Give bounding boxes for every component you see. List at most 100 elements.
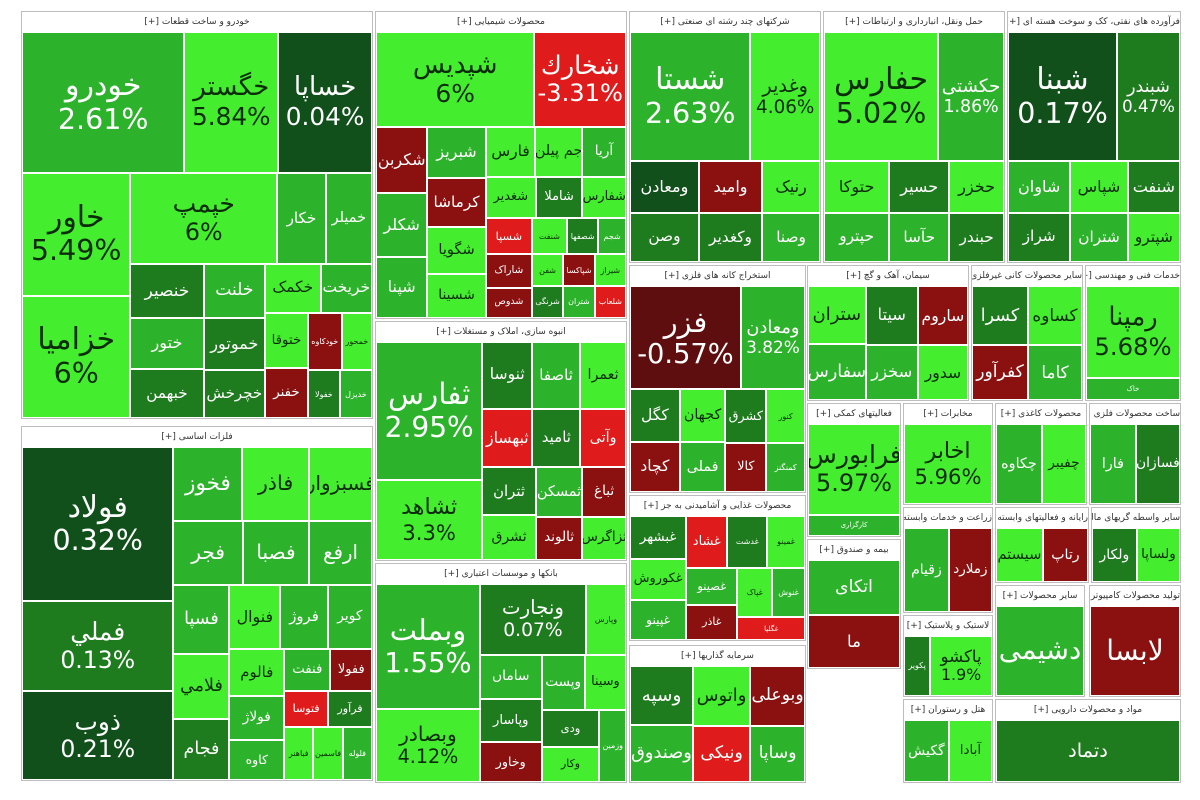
tile-فولاد[interactable]: فولاد 0.32% bbox=[22, 447, 174, 602]
tile-گکيش[interactable]: گکيش bbox=[904, 720, 949, 782]
tile-ما[interactable]: ما bbox=[808, 615, 900, 668]
tile-ففولا[interactable]: ففولا bbox=[330, 648, 372, 692]
tile-لابسا[interactable]: لابسا bbox=[1090, 606, 1180, 696]
sector-header[interactable]: سایر محصولات کانی غیرفلزی [+] bbox=[972, 266, 1082, 286]
tile-شبندر[interactable]: شبندر 0.47% bbox=[1117, 32, 1180, 162]
tile-حپترو[interactable]: حپترو bbox=[824, 212, 890, 262]
tile-جم-پيلن[interactable]: جم پيلن bbox=[535, 126, 582, 177]
tile-کجهان[interactable]: کجهان bbox=[679, 389, 726, 442]
sector-header[interactable]: استخراج کانه های فلزی [+] bbox=[630, 266, 805, 286]
tile-رتاپ[interactable]: رتاپ bbox=[1042, 528, 1088, 582]
tile-زقيام[interactable]: زقيام bbox=[904, 528, 949, 612]
tile-غپاک[interactable]: غپاک bbox=[737, 568, 773, 618]
sector-header[interactable]: بانکها و موسسات اعتباری [+] bbox=[376, 564, 626, 584]
tile-چکاوه[interactable]: چکاوه bbox=[996, 424, 1042, 504]
tile-فولاژ[interactable]: فولاژ bbox=[229, 696, 285, 741]
tile-غمینو[interactable]: غمینو bbox=[767, 516, 805, 569]
tile-خپمپ[interactable]: خپمپ 6% bbox=[130, 173, 278, 264]
tile-ومعادن[interactable]: ومعادن bbox=[630, 161, 699, 213]
tile-ثنوسا[interactable]: ثنوسا bbox=[482, 342, 533, 409]
tile-کاوه[interactable]: کاوه bbox=[229, 740, 285, 780]
tile-وصنا[interactable]: وصنا bbox=[762, 212, 820, 262]
tile-فسازان[interactable]: فسازان bbox=[1135, 424, 1180, 504]
tile-اخابر[interactable]: اخابر 5.96% bbox=[904, 424, 992, 504]
sector-header[interactable]: مواد و محصولات دارویی [+] bbox=[996, 700, 1180, 720]
tile-آریا[interactable]: آریا bbox=[581, 126, 626, 177]
tile-ذوب[interactable]: ذوب 0.21% bbox=[22, 690, 174, 780]
tile-خکار[interactable]: خکار bbox=[277, 173, 326, 264]
tile-کشرق[interactable]: کشرق bbox=[725, 389, 767, 444]
tile-حآسا[interactable]: حآسا bbox=[889, 212, 950, 262]
sector-header[interactable]: سایر واسطه گریهای مالی [+] bbox=[1092, 508, 1180, 528]
tile-شخارك[interactable]: شخارك -3.31% bbox=[534, 32, 626, 127]
tile-فروژ[interactable]: فروژ bbox=[280, 585, 328, 649]
tile-فخوز[interactable]: فخوز bbox=[173, 447, 243, 521]
tile-وبملت[interactable]: وبملت 1.55% bbox=[376, 584, 480, 710]
tile-حبندر[interactable]: حبندر bbox=[949, 212, 1004, 262]
tile-فرآور[interactable]: فرآور bbox=[328, 691, 372, 727]
sector-header[interactable]: سیمان، آهک و گچ [+] bbox=[808, 266, 968, 286]
tile-حسیر[interactable]: حسیر bbox=[889, 161, 950, 213]
sector-header[interactable]: رایانه و فعالیتهای وابسته [+] bbox=[996, 508, 1088, 528]
tile-ثزاگرس[interactable]: ثزاگرس bbox=[582, 516, 626, 560]
sector-header[interactable]: زراعت و خدمات وابسته [+] bbox=[904, 508, 992, 528]
tile-آبادا[interactable]: آبادا bbox=[948, 720, 992, 782]
tile-ثفارس[interactable]: ثفارس 2.95% bbox=[376, 342, 483, 481]
tile-شتران[interactable]: شتران bbox=[1070, 212, 1128, 262]
tile-شیراز[interactable]: شیراز bbox=[594, 254, 626, 287]
tile-ثتران[interactable]: ثتران bbox=[482, 467, 536, 515]
sector-header[interactable]: خودرو و ساخت قطعات [+] bbox=[22, 12, 372, 32]
tile-خمحور[interactable]: خمحور bbox=[341, 313, 372, 371]
tile-فتوسا[interactable]: فتوسا bbox=[284, 691, 329, 727]
tile-غگلپا[interactable]: غگلپا bbox=[737, 617, 805, 640]
tile-ثبهساز[interactable]: ثبهساز bbox=[482, 408, 533, 468]
tile-فارا[interactable]: فارا bbox=[1090, 424, 1136, 504]
tile-غپینو[interactable]: غپینو bbox=[630, 600, 687, 640]
sector-header[interactable]: سایر محصولات [+] bbox=[996, 586, 1084, 606]
tile-شاملا[interactable]: شاملا bbox=[535, 176, 583, 219]
tile-خمیلر[interactable]: خمیلر bbox=[325, 173, 372, 264]
tile-ولکار[interactable]: ولکار bbox=[1092, 528, 1137, 582]
tile-فزر[interactable]: فزر -0.57% bbox=[630, 286, 741, 390]
tile-ستران[interactable]: ستران bbox=[808, 286, 866, 345]
tile-فالوم[interactable]: فالوم bbox=[229, 648, 285, 697]
tile-وزمين[interactable]: وزمين bbox=[599, 709, 626, 782]
tile-کساوه[interactable]: کساوه bbox=[1028, 286, 1082, 346]
tile-شپاس[interactable]: شپاس bbox=[1070, 161, 1128, 213]
tile-وپاسار[interactable]: وپاسار bbox=[479, 699, 542, 742]
tile-فباهنر[interactable]: فباهنر bbox=[284, 726, 314, 780]
tile-وسینا[interactable]: وسینا bbox=[584, 655, 626, 710]
tile-واتوس[interactable]: واتوس bbox=[693, 666, 751, 727]
sector-header[interactable]: تولید محصولات کامپیوتری [+] bbox=[1090, 586, 1180, 606]
tile-سفارس[interactable]: سفارس bbox=[808, 344, 866, 400]
tile-چفیبر[interactable]: چفیبر bbox=[1041, 424, 1086, 504]
tile-کالا[interactable]: کالا bbox=[725, 443, 767, 492]
tile-ومعادن[interactable]: ومعادن 3.82% bbox=[740, 286, 805, 390]
tile-وکار[interactable]: وکار bbox=[541, 746, 600, 782]
tile-وکغدیر[interactable]: وکغدیر bbox=[698, 212, 763, 262]
tile-غکوروش[interactable]: غکوروش bbox=[630, 558, 687, 601]
tile-فنفت[interactable]: فنفت bbox=[284, 648, 331, 692]
tile-غصینو[interactable]: غصینو bbox=[686, 568, 738, 605]
tile-شرنگی[interactable]: شرنگی bbox=[531, 286, 564, 318]
tile-شدوص[interactable]: شدوص bbox=[485, 287, 532, 318]
tile-ونیکی[interactable]: ونیکی bbox=[693, 726, 751, 782]
sector-header[interactable]: فلزات اساسی [+] bbox=[22, 427, 372, 447]
tile-پکویر[interactable]: پکویر bbox=[904, 636, 931, 696]
tile-وخاور[interactable]: وخاور bbox=[479, 741, 542, 782]
tile-خکمک[interactable]: خکمک bbox=[265, 263, 321, 314]
tile-وسپه[interactable]: وسپه bbox=[630, 666, 693, 726]
tile-شبنا[interactable]: شبنا 0.17% bbox=[1008, 32, 1117, 162]
tile-خدیزل[interactable]: خدیزل bbox=[339, 370, 372, 418]
tile-رمپنا[interactable]: رمپنا 5.68% bbox=[1086, 286, 1180, 379]
tile-سدور[interactable]: سدور bbox=[917, 345, 968, 400]
tile-شسینا[interactable]: شسینا bbox=[427, 273, 486, 318]
tile-شگویا[interactable]: شگویا bbox=[427, 226, 486, 274]
tile-غشاد[interactable]: غشاد bbox=[686, 516, 728, 569]
tile-فلامي[interactable]: فلامي bbox=[173, 653, 230, 719]
tile-واميد[interactable]: واميد bbox=[698, 161, 763, 213]
tile-ثباغ[interactable]: ثباغ bbox=[582, 467, 626, 517]
tile-شکلر[interactable]: شکلر bbox=[376, 193, 428, 257]
tile-شتران[interactable]: شتران bbox=[563, 286, 595, 318]
sector-header[interactable]: خدمات فنی و مهندسی [+] bbox=[1086, 266, 1180, 286]
